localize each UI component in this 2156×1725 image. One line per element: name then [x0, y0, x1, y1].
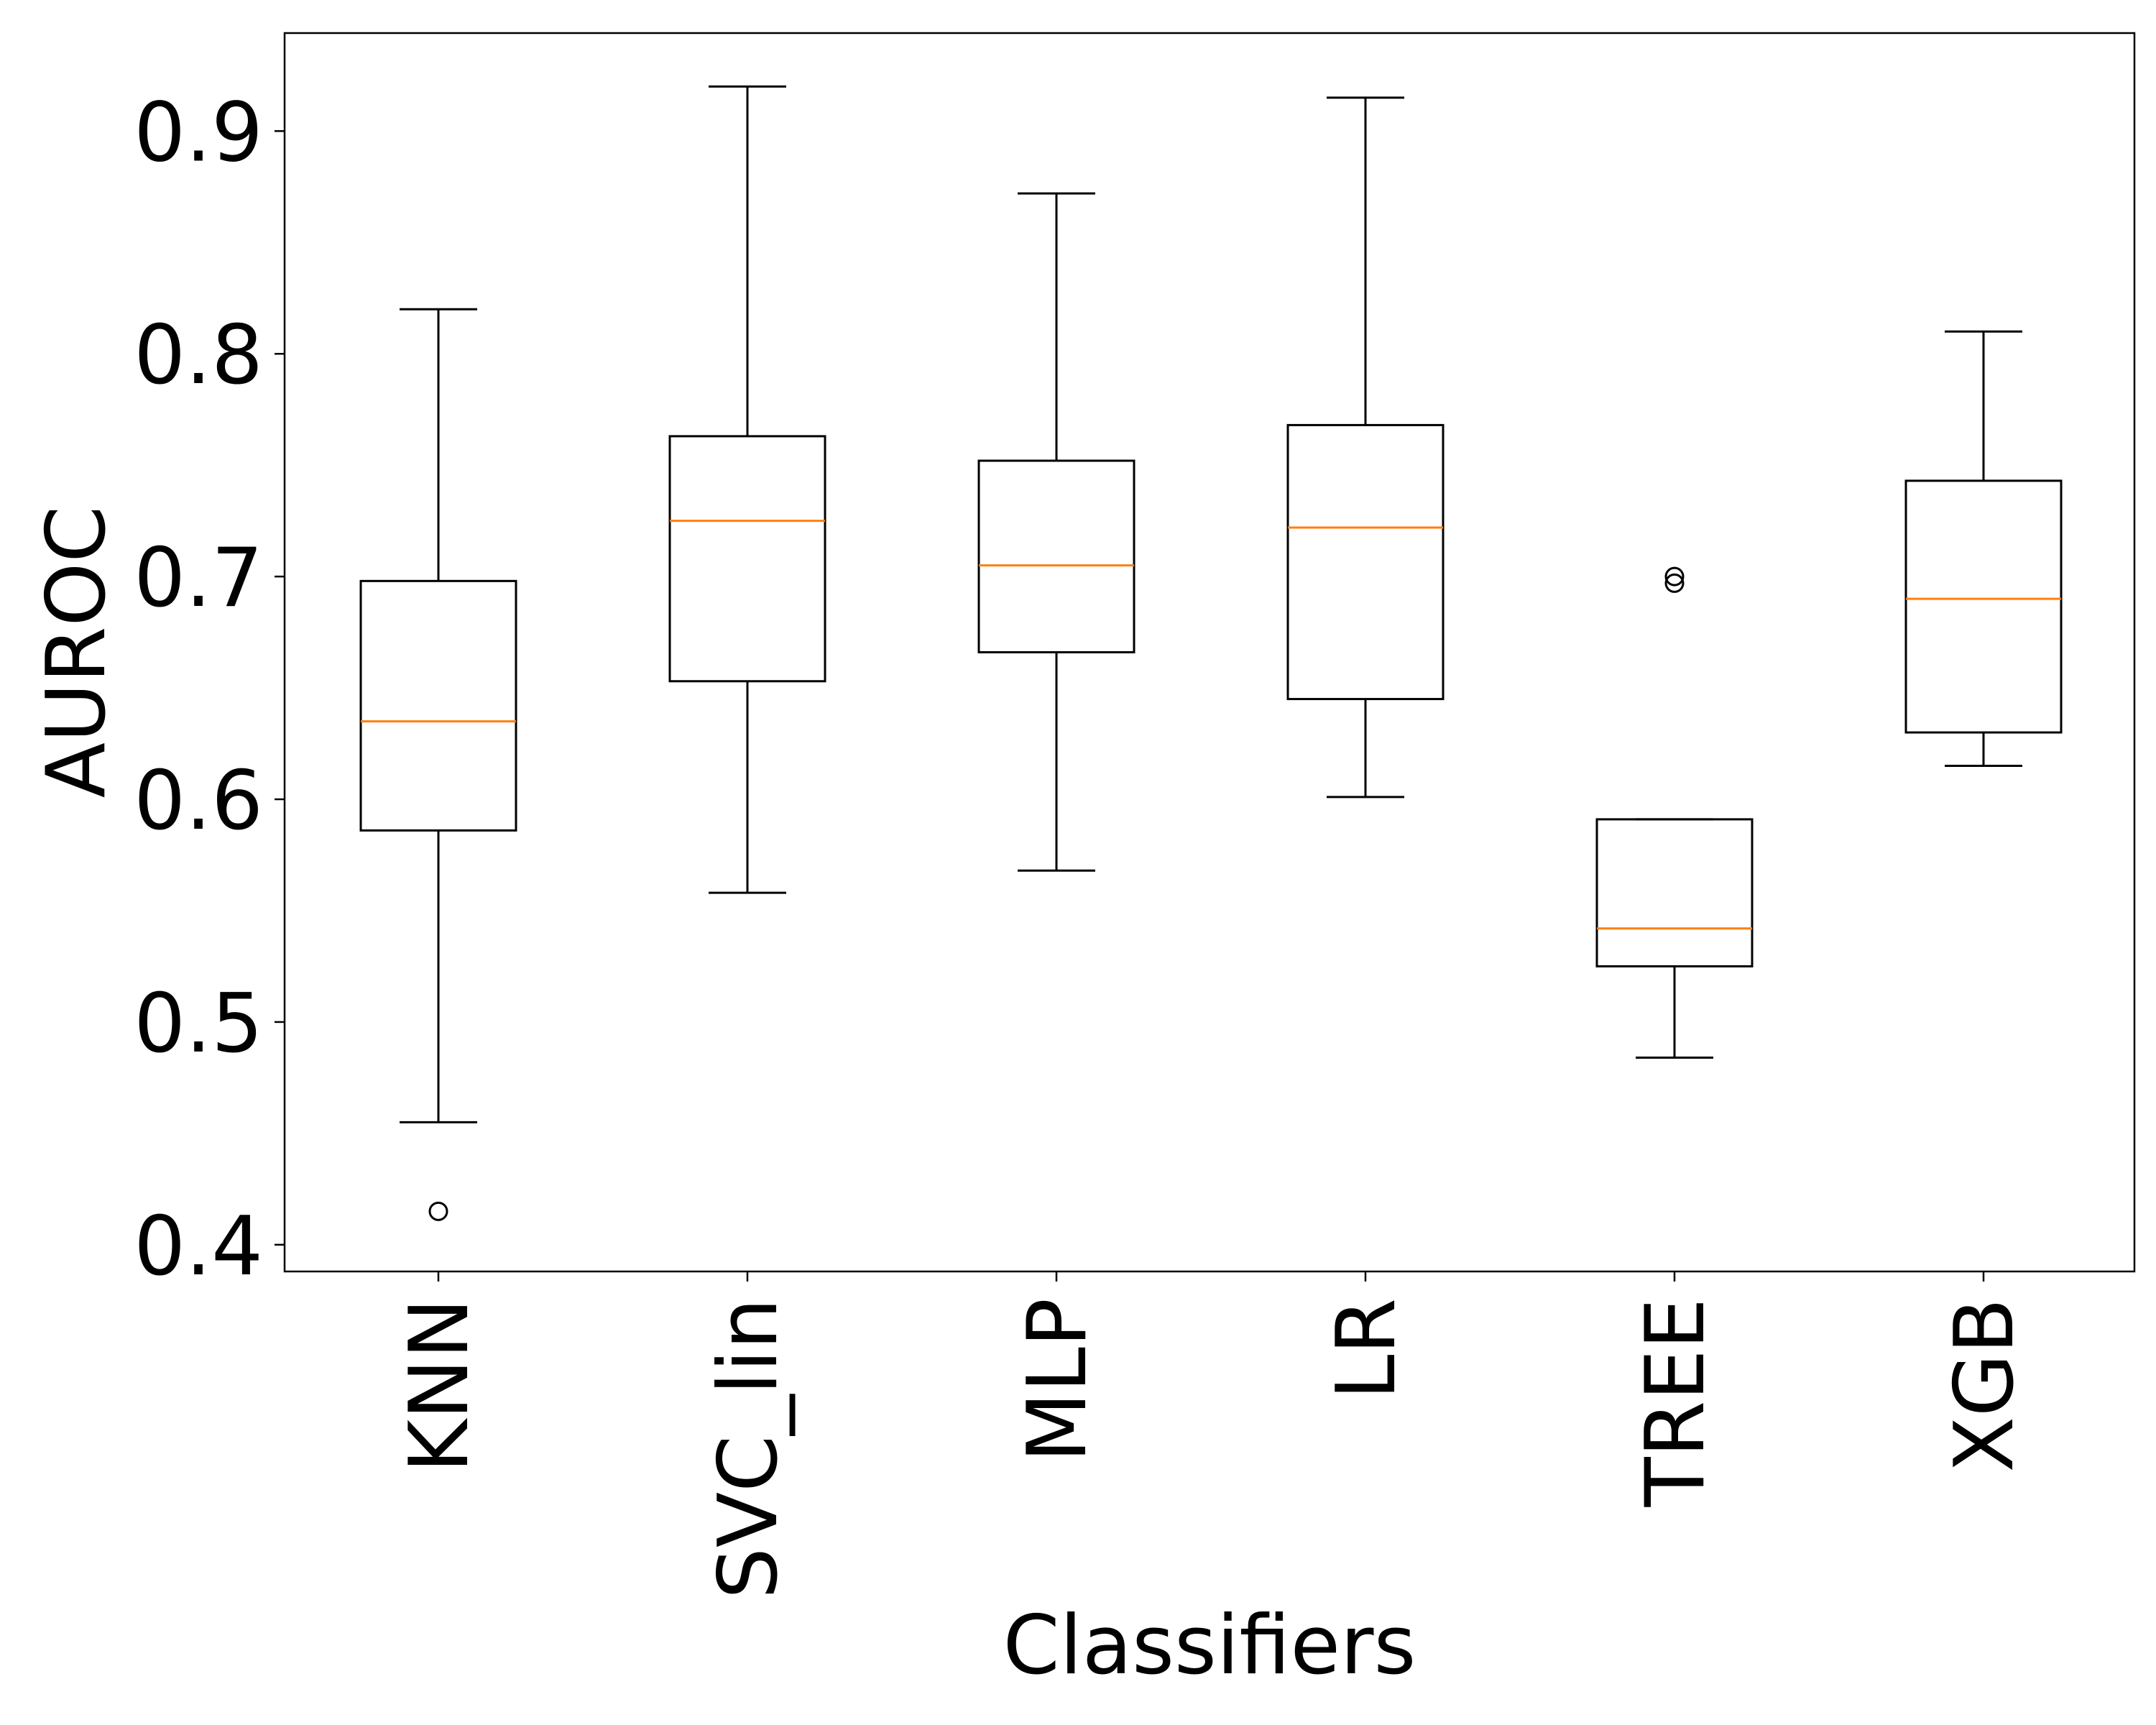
x-tick-label: MLP: [1010, 1298, 1105, 1463]
y-tick-label: 0.6: [134, 753, 263, 848]
x-axis-label: Classifiers: [1003, 1598, 1416, 1693]
iqr-box: [668, 435, 826, 683]
box-svc-lin: [668, 85, 826, 894]
iqr-box: [1286, 423, 1445, 701]
y-tick-label: 0.7: [134, 530, 263, 625]
x-tick-label: SVC_lin: [701, 1298, 796, 1599]
x-tick-label: LR: [1319, 1298, 1414, 1399]
x-tick-label: XGB: [1937, 1298, 2032, 1473]
x-tick-label: KNN: [392, 1298, 487, 1473]
box-knn: [359, 308, 517, 1221]
y-tick-label: 0.4: [134, 1199, 263, 1294]
axes-layer: 0.4 0.5 0.6 0.7 0.8 0.9 KNN SVC_lin MLP LR TREE XGB: [134, 85, 2032, 1598]
iqr-box: [977, 459, 1135, 653]
boxes-layer: [359, 85, 2063, 1221]
outlier-point: [428, 1201, 448, 1221]
box-lr: [1286, 96, 1445, 799]
iqr-box: [1904, 479, 2063, 734]
iqr-box: [1595, 818, 1754, 967]
y-tick-label: 0.5: [134, 976, 263, 1071]
iqr-box: [359, 579, 517, 832]
box-mlp: [977, 192, 1135, 872]
box-xgb: [1904, 330, 2063, 768]
box-tree: [1595, 566, 1754, 1059]
outlier-point: [1664, 573, 1685, 593]
y-tick-label: 0.9: [134, 85, 263, 180]
y-tick-label: 0.8: [134, 308, 263, 402]
outlier-point: [1664, 566, 1685, 586]
plot-frame: [283, 32, 2136, 1273]
x-tick-label: TREE: [1628, 1298, 1723, 1507]
y-axis-label: AUROC: [29, 506, 124, 798]
